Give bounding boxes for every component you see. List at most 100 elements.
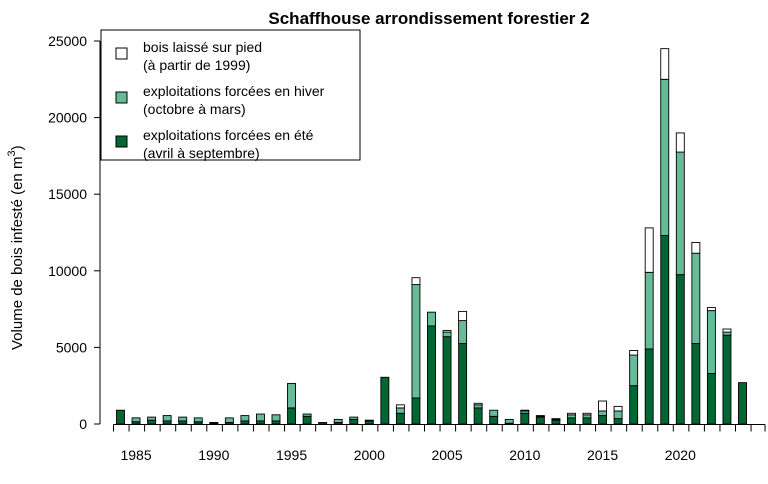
legend-swatch-summer	[115, 135, 128, 148]
bar-summer-2007	[473, 407, 483, 425]
bar-winter-2019	[660, 78, 670, 237]
bar-winter-2006	[458, 320, 468, 345]
chart-title: Schaffhouse arrondissement forestier 2	[268, 9, 589, 28]
bar-summer-2018	[644, 348, 654, 425]
bar-winter-1993	[256, 413, 265, 422]
bar-summer-1997	[318, 422, 328, 425]
bar-standing-2005	[442, 330, 452, 333]
bar-summer-2008	[489, 415, 499, 425]
bar-standing-2022	[706, 307, 716, 312]
x-axis: 1985 1990 1995 2000 2005 2010 2015 2020	[113, 424, 766, 463]
legend-box	[100, 29, 361, 161]
bar-standing-2018	[644, 227, 654, 273]
bar-winter-1985	[131, 417, 141, 423]
bar-winter-1998	[333, 418, 343, 423]
y-tick-label: 10000	[48, 263, 87, 279]
bar-standing-2003	[411, 277, 421, 286]
bar-winter-1987	[162, 415, 172, 422]
bar-winter-1999	[349, 416, 359, 420]
bar-summer-1996	[302, 415, 312, 425]
bar-standing-2010	[520, 409, 530, 412]
bar-winter-2000	[364, 419, 374, 422]
legend-swatch-winter	[115, 91, 128, 104]
bar-summer-2017	[629, 385, 639, 425]
bar-summer-1992	[240, 420, 250, 425]
bar-winter-1990	[209, 422, 219, 424]
bar-winter-2008	[489, 409, 499, 417]
bar-standing-2021	[691, 242, 701, 254]
bar-winter-2022	[706, 310, 716, 374]
bar-standing-2011	[535, 415, 545, 417]
bar-summer-2021	[691, 343, 701, 425]
bar-summer-2015	[598, 415, 607, 425]
y-tick-label: 15000	[48, 186, 87, 202]
y-tick-label: 20000	[48, 110, 87, 126]
bar-winter-1992	[240, 415, 250, 422]
bar-winter-1989	[193, 417, 203, 423]
y-tick-label: 5000	[56, 339, 87, 355]
bar-summer-2019	[660, 235, 670, 425]
bar-summer-2005	[442, 336, 452, 425]
bar-standing-2017	[629, 350, 639, 356]
bar-winter-2023	[722, 331, 732, 336]
x-tick-label: 2010	[509, 447, 540, 463]
bar-summer-1984	[116, 409, 125, 425]
x-tick-label: 1990	[198, 447, 229, 463]
bar-summer-2004	[427, 325, 436, 425]
legend-label-standing: bois laissé sur pied	[143, 39, 262, 55]
bar-winter-2013	[567, 414, 576, 419]
bar-summer-2016	[613, 418, 623, 425]
bar-summer-2011	[535, 416, 545, 425]
bar-winter-2002	[395, 407, 405, 414]
bar-summer-1999	[349, 418, 359, 425]
bar-winter-2015	[598, 410, 607, 417]
bar-winter-2014	[582, 414, 592, 419]
bar-winter-2003	[411, 284, 421, 399]
bars	[116, 48, 747, 425]
bar-standing-2016	[613, 405, 623, 412]
legend-sublabel-winter: (octobre à mars)	[143, 101, 246, 117]
bar-winter-1995	[287, 382, 296, 409]
bar-winter-1991	[224, 417, 234, 423]
bar-winter-2009	[504, 418, 514, 424]
bar-winter-2004	[427, 311, 436, 327]
legend-label-winter: exploitations forcées en hiver	[143, 83, 325, 99]
bar-standing-2007	[473, 402, 483, 406]
bar-standing-2012	[551, 418, 561, 420]
legend-sublabel-standing: (à partir de 1999)	[143, 57, 250, 73]
bar-summer-1987	[162, 420, 172, 425]
bar-summer-2024	[738, 382, 747, 425]
bar-standing-2014	[582, 412, 592, 416]
x-tick-label: 2020	[665, 447, 696, 463]
y-tick-label: 0	[79, 416, 87, 432]
legend: bois laissé sur pied (à partir de 1999) ex…	[100, 29, 361, 161]
bar-standing-2013	[567, 412, 576, 416]
bar-summer-2002	[395, 412, 405, 425]
bar-winter-1996	[302, 413, 312, 417]
bar-summer-1988	[178, 420, 188, 425]
bar-standing-2023	[722, 328, 732, 333]
bar-winter-1988	[178, 416, 188, 422]
bar-summer-2010	[520, 412, 530, 425]
y-axis: 0 5000 10000 15000 20000 25000	[48, 33, 101, 432]
y-axis-title-sup: 3	[6, 150, 18, 156]
bar-winter-2018	[644, 271, 654, 350]
bar-summer-2022	[706, 372, 716, 425]
bar-summer-2001	[380, 376, 390, 425]
bar-standing-2006	[458, 310, 468, 322]
bar-summer-2023	[722, 334, 732, 425]
y-axis-title-suffix: )	[9, 145, 26, 150]
bar-summer-1994	[271, 420, 281, 425]
bar-summer-2020	[675, 274, 685, 425]
bar-summer-2012	[551, 419, 561, 425]
x-tick-label: 2000	[354, 447, 385, 463]
y-axis-title: Volume de bois infesté (en m3)	[6, 145, 26, 350]
bar-winter-2020	[675, 151, 685, 276]
bar-summer-1993	[256, 420, 265, 425]
bar-summer-1995	[287, 407, 296, 425]
bar-winter-1994	[271, 414, 281, 422]
x-tick-label: 2015	[587, 447, 618, 463]
x-tick-label: 1995	[276, 447, 307, 463]
bar-standing-2015	[598, 400, 607, 412]
